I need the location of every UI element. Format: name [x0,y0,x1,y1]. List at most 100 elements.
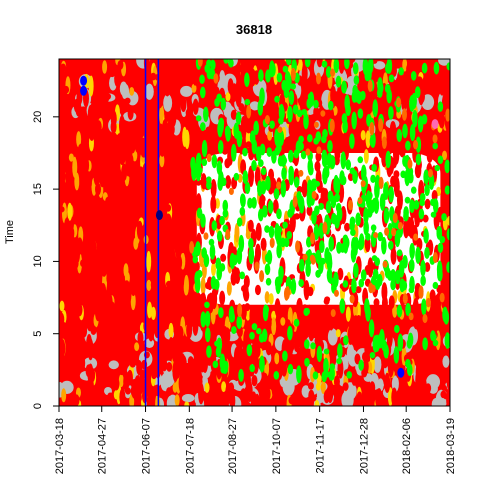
activity-point [61,119,67,130]
activity-point [80,259,86,267]
activity-point [334,290,339,297]
day-point [214,98,220,107]
activity-point [151,307,156,320]
missing-point [182,394,195,402]
day-point [377,77,383,93]
day-point [371,224,377,231]
activity-point [110,146,116,165]
day-point [339,298,345,313]
day-point [408,333,414,347]
x-tick-label: 2018-02-06 [401,418,413,474]
day-point [218,140,224,154]
day-point [288,166,294,178]
day-point [277,73,283,83]
day-point [337,343,343,359]
activity-point [316,146,321,153]
activity-point [168,337,174,359]
activity-point [154,384,160,396]
activity-point [221,381,226,392]
activity-point [254,261,259,270]
activity-point [307,287,313,296]
day-point [315,131,321,142]
day-point [289,90,295,105]
activity-point [211,179,217,198]
missing-point [374,357,381,365]
activity-point [255,285,261,295]
day-point [280,180,286,198]
activity-point [132,204,138,221]
activity-point [256,223,262,241]
day-point [352,170,358,184]
day-point [344,94,350,111]
activity-point [129,87,134,96]
day-point [294,177,300,188]
activity-point [137,331,143,346]
day-point [253,121,259,135]
day-point [370,136,376,148]
day-point [313,371,319,379]
activity-point [210,195,216,213]
activity-point [94,167,100,186]
activity-point [262,373,268,385]
activity-point [442,372,448,384]
activity-point [91,209,97,223]
activity-point [192,315,198,336]
activity-point [303,254,308,261]
activity-point [268,140,274,148]
activity-point [115,220,121,227]
x-tick-label: 2017-10-07 [271,418,283,474]
day-point [345,159,351,170]
day-point [416,153,422,165]
day-point [355,212,361,226]
activity-point [334,91,340,98]
activity-point [444,131,450,149]
activity-point [121,216,127,223]
activity-point [88,267,94,281]
day-point [245,99,251,105]
activity-point [201,173,207,189]
activity-point [146,280,151,291]
activity-point [324,296,330,302]
activity-point [77,333,83,354]
day-point [331,196,337,208]
activity-point [172,360,178,382]
day-point [388,106,394,120]
activity-point [435,306,441,314]
activity-point [209,83,215,101]
y-tick-label: 15 [32,183,44,195]
day-point [419,209,425,220]
day-point [430,199,436,206]
activity-point [182,127,187,147]
day-point [434,165,440,171]
activity-point [289,397,295,404]
day-point [259,355,265,372]
day-point [262,329,268,342]
activity-point [310,232,315,244]
activity-point [59,206,65,212]
activity-point [390,121,396,135]
day-point [204,302,210,309]
activity-point [135,141,141,153]
activity-point [188,228,194,235]
day-point [265,253,271,262]
day-point [317,346,323,362]
day-point [199,75,205,84]
y-tick-label: 10 [32,255,44,267]
day-point [343,335,349,345]
activity-point [171,227,177,236]
activity-point [289,121,295,138]
day-point [290,83,296,89]
activity-point [119,300,125,310]
activity-point [229,366,235,378]
activity-point [415,370,421,391]
day-point [240,207,246,216]
day-point [328,236,334,251]
day-point [200,311,206,327]
day-point [420,260,426,277]
day-point [212,220,218,231]
activity-point [310,255,315,262]
activity-point [322,221,327,234]
activity-point [139,369,145,381]
activity-point [272,377,278,399]
